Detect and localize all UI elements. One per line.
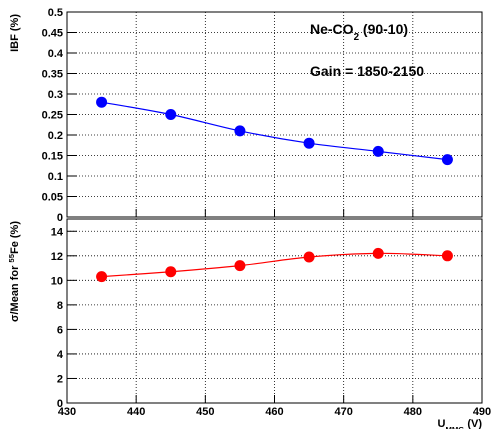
y-axis-label: σ/Mean for 55Fe (%) — [7, 221, 22, 322]
y-tick-label: 6 — [57, 324, 63, 336]
y-tick-label: 0.5 — [48, 7, 63, 19]
data-point — [234, 260, 246, 272]
text-part: U — [438, 418, 446, 429]
x-tick-label: 490 — [473, 406, 491, 418]
text-part: MMG — [445, 425, 464, 429]
y-tick-label: 2 — [57, 373, 63, 385]
data-point — [165, 266, 177, 278]
data-point — [303, 137, 315, 149]
data-point — [441, 250, 453, 262]
data-point — [234, 125, 246, 137]
y-tick-label: 0.2 — [48, 130, 63, 142]
y-tick-label: 0.25 — [42, 110, 63, 122]
text-part: σ/Mean for — [9, 263, 21, 322]
data-point — [303, 251, 315, 263]
y-tick-label: 0.05 — [42, 192, 63, 204]
series-line — [101, 101, 448, 161]
y-tick-label: 0.35 — [42, 69, 63, 81]
data-point — [372, 247, 384, 259]
text-part: Gain = 1850-2150 — [310, 63, 424, 79]
y-tick-label: 0.45 — [42, 28, 63, 40]
y-tick-label: 0.3 — [48, 89, 63, 101]
x-axis-label: UMMG (V) — [438, 418, 483, 429]
text-part: Fe (%) — [9, 221, 21, 254]
data-point — [441, 154, 453, 166]
x-tick-label: 430 — [58, 406, 76, 418]
y-tick-label: 0 — [57, 212, 63, 224]
text-part: Ne-CO — [310, 21, 354, 37]
annotation: Gain = 1850-2150 — [310, 63, 424, 79]
text-part: 2 — [354, 32, 360, 43]
data-point — [96, 96, 108, 108]
series-line — [101, 252, 448, 278]
x-tick-label: 480 — [404, 406, 422, 418]
text-part: (90-10) — [359, 21, 408, 37]
y-axis-label: IBF (%) — [9, 14, 21, 52]
y-tick-label: 0.15 — [42, 151, 63, 163]
y-tick-label: 4 — [57, 349, 64, 361]
annotation: Ne-CO2 (90-10) — [310, 21, 408, 43]
y-tick-label: 10 — [51, 275, 63, 287]
y-tick-label: 0.4 — [48, 48, 64, 60]
x-tick-label: 460 — [265, 406, 283, 418]
text-part: 55 — [7, 253, 16, 262]
y-tick-label: 12 — [51, 251, 63, 263]
data-point — [96, 271, 108, 283]
y-tick-label: 14 — [51, 226, 64, 238]
y-tick-label: 0.1 — [48, 171, 63, 183]
data-point — [372, 145, 384, 157]
y-tick-label: 8 — [57, 300, 63, 312]
x-tick-label: 440 — [127, 406, 145, 418]
x-tick-label: 470 — [334, 406, 352, 418]
data-point — [165, 109, 177, 120]
text-part: (V) — [464, 418, 482, 429]
y-tick-label: 0 — [57, 398, 63, 410]
x-tick-label: 450 — [196, 406, 214, 418]
